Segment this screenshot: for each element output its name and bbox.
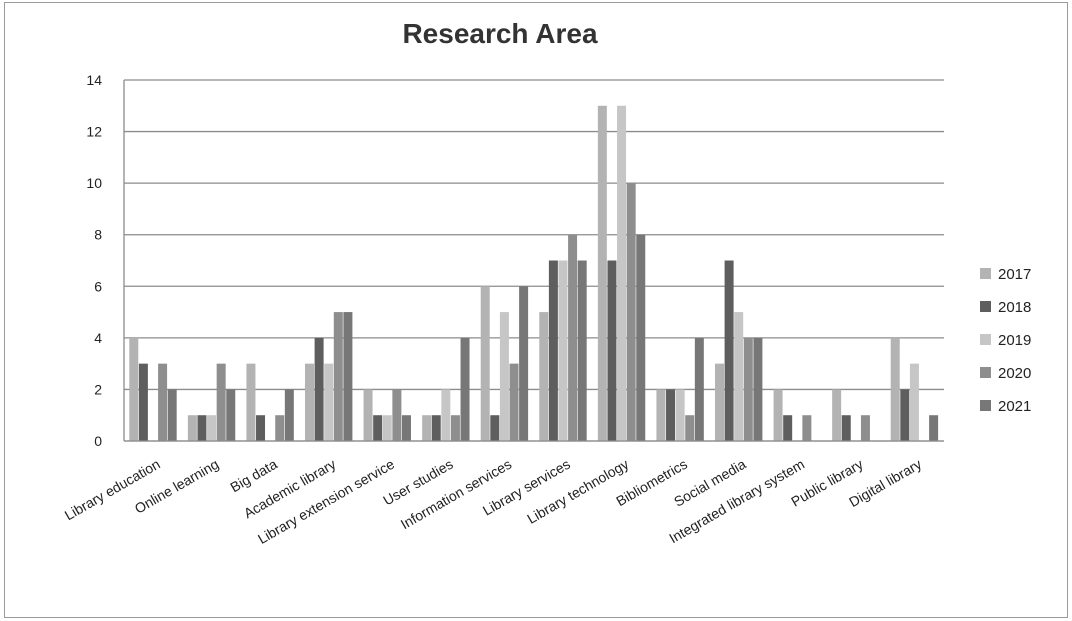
bar-2019-5 <box>441 389 451 441</box>
legend-swatch-2019 <box>980 334 991 345</box>
bar-2017-4 <box>363 389 373 441</box>
bar-2018-3 <box>314 337 324 441</box>
y-tick-label-6: 6 <box>94 278 102 294</box>
bar-2019-9 <box>675 389 685 441</box>
bar-2020-3 <box>333 312 343 441</box>
bar-2019-1 <box>207 415 217 441</box>
bar-2017-13 <box>890 337 900 441</box>
x-tick-label-8: Library technology <box>524 456 631 527</box>
bar-2019-10 <box>734 312 744 441</box>
bar-2018-13 <box>900 389 910 441</box>
bar-2017-12 <box>832 389 842 441</box>
bar-2021-9 <box>694 337 704 441</box>
bar-2020-1 <box>216 363 226 441</box>
bar-2019-7 <box>558 260 568 441</box>
legend-swatch-2020 <box>980 367 991 378</box>
bar-2020-8 <box>626 183 636 441</box>
bar-2020-6 <box>509 363 519 441</box>
bar-2018-11 <box>783 415 793 441</box>
bar-2021-6 <box>519 286 529 441</box>
y-tick-label-14: 14 <box>86 72 102 88</box>
bar-2021-8 <box>636 234 646 441</box>
bar-2017-2 <box>246 363 256 441</box>
bar-2021-2 <box>284 389 294 441</box>
bar-2018-7 <box>548 260 558 441</box>
bar-2020-11 <box>802 415 812 441</box>
bar-2020-9 <box>685 415 695 441</box>
bar-2020-0 <box>158 363 168 441</box>
y-tick-label-12: 12 <box>86 124 102 140</box>
bar-2017-8 <box>597 105 607 442</box>
bar-2018-12 <box>841 415 851 441</box>
legend-swatch-2021 <box>980 400 991 411</box>
bar-2018-10 <box>724 260 734 441</box>
bar-2021-0 <box>167 389 177 441</box>
y-tick-label-4: 4 <box>94 330 102 346</box>
bar-2021-3 <box>343 312 353 441</box>
bar-2018-9 <box>666 389 676 441</box>
bar-2019-6 <box>499 312 509 441</box>
x-tick-label-0: Library education <box>62 456 163 524</box>
bar-2017-5 <box>422 415 432 441</box>
legend-swatch-2018 <box>980 301 991 312</box>
bar-2018-5 <box>431 415 441 441</box>
bar-2018-4 <box>373 415 383 441</box>
bar-2018-6 <box>490 415 500 441</box>
bar-2020-10 <box>743 337 753 441</box>
legend-label-2018: 2018 <box>998 299 1031 316</box>
y-tick-label-8: 8 <box>94 227 102 243</box>
bar-2020-7 <box>568 234 578 441</box>
bar-2021-4 <box>401 415 411 441</box>
bar-2017-9 <box>656 389 666 441</box>
bar-2017-6 <box>480 286 490 441</box>
bar-2019-13 <box>909 363 919 441</box>
bar-2017-10 <box>715 363 724 441</box>
bar-2017-7 <box>539 312 549 441</box>
y-tick-label-2: 2 <box>94 381 102 397</box>
bar-2021-7 <box>577 260 587 441</box>
bar-2020-4 <box>392 389 402 441</box>
bar-2019-3 <box>324 363 334 441</box>
legend-label-2021: 2021 <box>998 398 1031 415</box>
bar-2019-4 <box>382 415 392 441</box>
bar-2018-2 <box>256 415 266 441</box>
y-tick-label-0: 0 <box>94 433 102 449</box>
bar-2017-1 <box>187 415 197 441</box>
bar-2019-8 <box>617 105 627 442</box>
bar-2020-5 <box>450 415 460 441</box>
bar-2018-1 <box>197 415 207 441</box>
bar-2017-3 <box>305 363 314 441</box>
bar-2021-5 <box>460 337 470 441</box>
bar-2017-0 <box>129 337 139 441</box>
bar-2021-13 <box>929 415 939 441</box>
bar-2021-1 <box>226 389 236 441</box>
bar-2020-2 <box>275 415 285 441</box>
bar-2017-11 <box>773 389 783 441</box>
legend-label-2017: 2017 <box>998 266 1031 283</box>
bar-2018-0 <box>138 363 148 441</box>
legend-label-2020: 2020 <box>998 365 1031 382</box>
bar-2018-8 <box>607 260 617 441</box>
legend-label-2019: 2019 <box>998 332 1031 349</box>
y-tick-label-10: 10 <box>86 175 102 191</box>
legend-swatch-2017 <box>980 268 991 279</box>
chart-title: Research Area <box>402 18 598 49</box>
bar-2020-12 <box>860 415 870 441</box>
bar-2021-10 <box>753 337 763 441</box>
chart-frame <box>4 2 1068 618</box>
